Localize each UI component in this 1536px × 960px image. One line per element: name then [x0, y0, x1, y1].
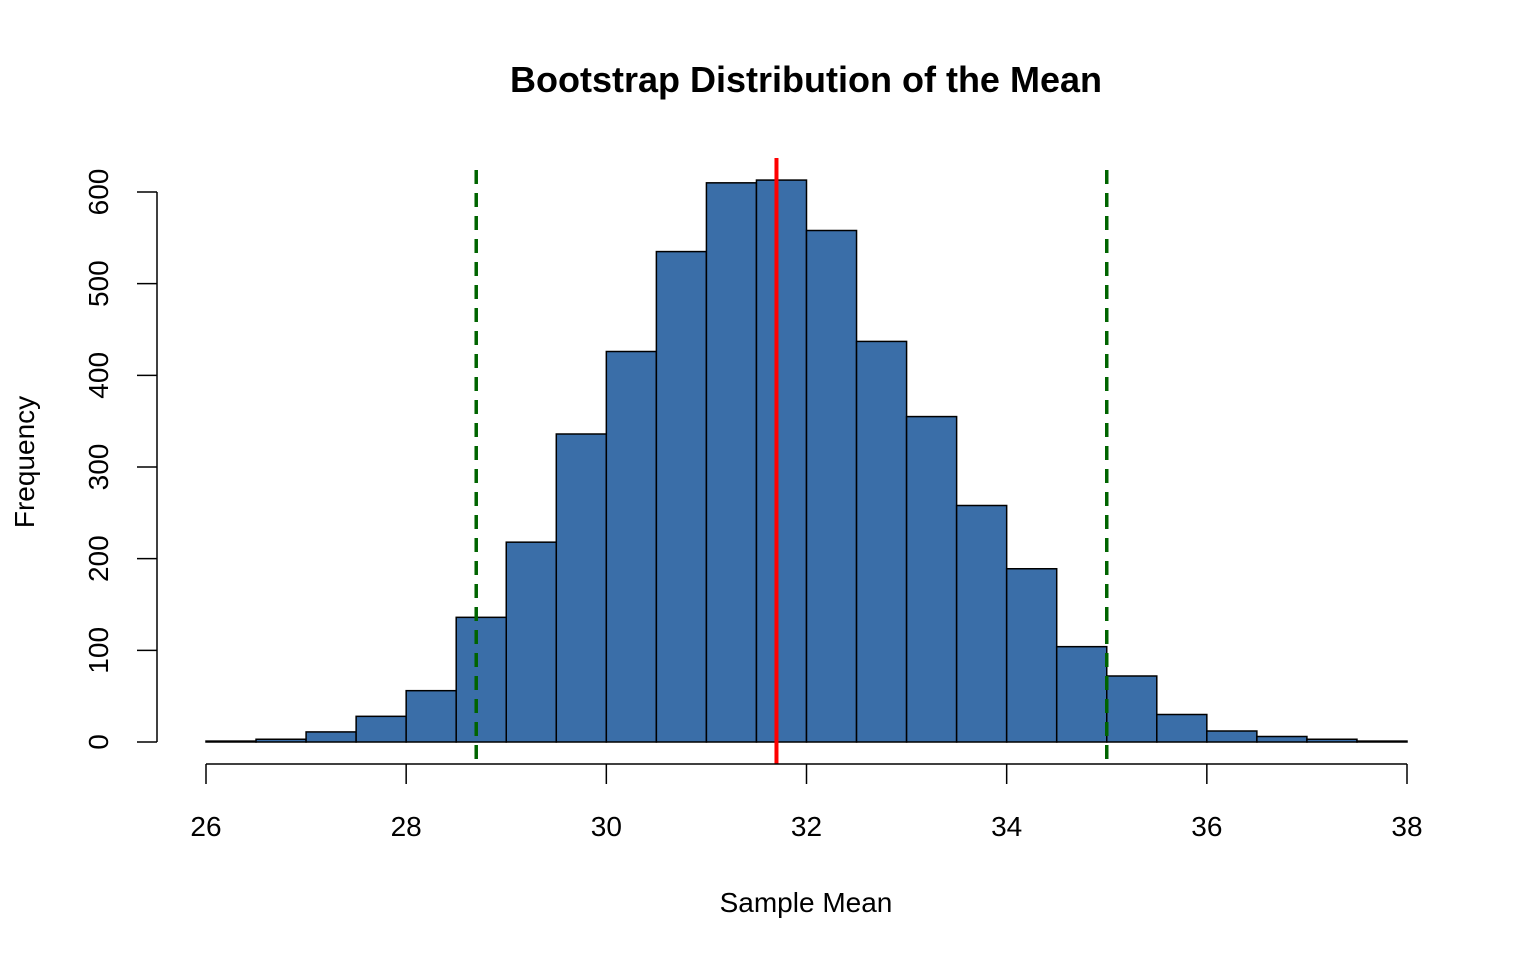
- histogram-bar: [655, 250, 708, 743]
- x-tick-label: 38: [1391, 811, 1422, 842]
- x-tick-label: 26: [190, 811, 221, 842]
- x-axis-label: Sample Mean: [720, 887, 893, 918]
- bars-layer: [205, 179, 1408, 743]
- histogram-bar: [605, 350, 658, 743]
- histogram-bar: [1156, 713, 1208, 743]
- histogram-bar: [1206, 730, 1258, 743]
- histogram-bar: [705, 182, 758, 743]
- histogram-bar: [505, 541, 558, 743]
- histogram-bar: [955, 504, 1008, 743]
- histogram-bar: [755, 179, 808, 743]
- histogram-bar: [255, 738, 307, 743]
- histogram-bar: [1356, 740, 1408, 743]
- histogram-bar: [405, 689, 457, 743]
- y-tick-label: 500: [83, 260, 114, 307]
- y-axis: 0 100 200 300 400 500 600: [83, 169, 158, 750]
- y-tick-label: 300: [83, 444, 114, 491]
- histogram-bar: [1055, 645, 1108, 743]
- reference-lines-layer: [474, 158, 1109, 764]
- histogram-bar: [1256, 735, 1308, 743]
- histogram-bar: [1306, 738, 1358, 743]
- x-tick-label: 36: [1191, 811, 1222, 842]
- histogram-bar: [305, 731, 357, 743]
- histogram-bar: [855, 340, 908, 743]
- x-tick-label: 34: [991, 811, 1022, 842]
- histogram-bar: [805, 229, 858, 743]
- histogram-bar: [455, 616, 508, 743]
- y-tick-label: 400: [83, 352, 114, 399]
- x-tick-label: 28: [391, 811, 422, 842]
- y-tick-label: 0: [83, 734, 114, 750]
- histogram-bar: [355, 715, 407, 743]
- y-tick-label: 200: [83, 535, 114, 582]
- histogram-bar: [555, 433, 608, 743]
- x-tick-label: 30: [591, 811, 622, 842]
- histogram-bar: [205, 740, 257, 743]
- histogram-bar: [905, 415, 958, 743]
- x-tick-label: 32: [791, 811, 822, 842]
- histogram-bar: [1106, 675, 1158, 743]
- chart-title: Bootstrap Distribution of the Mean: [510, 59, 1102, 100]
- histogram-bar: [1005, 568, 1058, 743]
- y-axis-label: Frequency: [9, 396, 40, 528]
- x-axis: 26 28 30 32 34 36 38: [190, 763, 1423, 842]
- y-tick-label: 100: [83, 627, 114, 674]
- y-tick-label: 600: [83, 169, 114, 216]
